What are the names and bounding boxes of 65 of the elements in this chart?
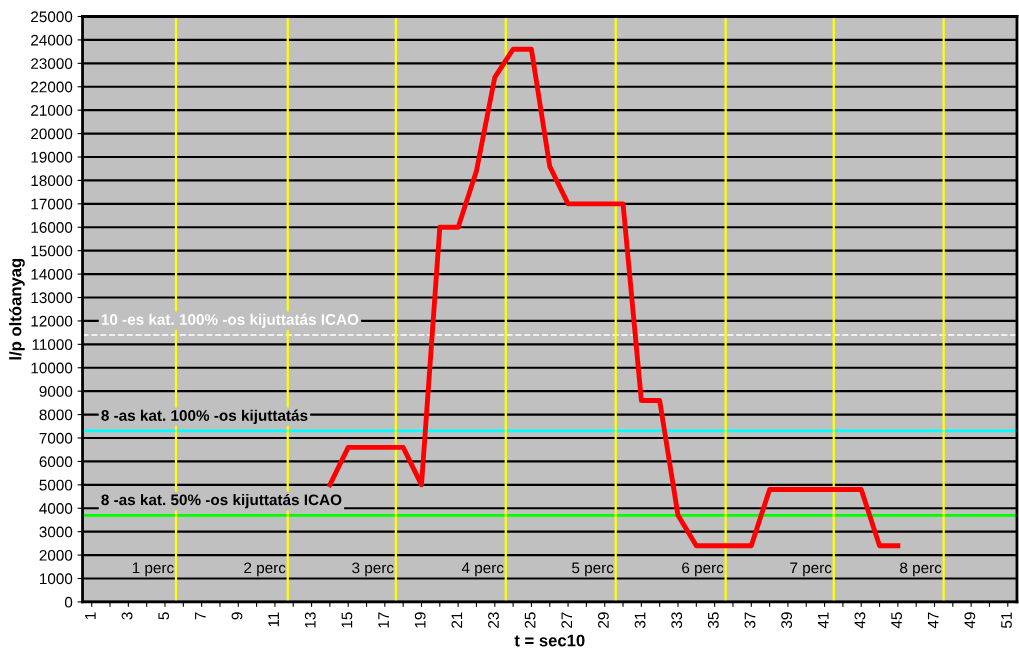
y-tick-label: 16000 [31,222,73,233]
y-tick-label: 5000 [39,479,73,491]
y-tick-label: 1000 [40,573,73,585]
y-tick-label: 7000 [39,432,73,444]
annotation: 7 perc [790,562,832,577]
y-tick-label: 4000 [39,503,73,514]
y-axis-title: l/p oltóanyag [9,258,25,360]
y-tick-label: 2000 [39,549,73,561]
x-tick-label: 5 [158,612,170,620]
x-tick-label: 27 [561,612,573,628]
x-tick-label: 9 [231,612,243,620]
x-tick-label: 47 [927,612,939,629]
x-tick-label: 41 [818,612,829,629]
y-tick-label: 21000 [31,105,73,116]
annotation: 6 perc [682,562,724,577]
x-tick-label: 3 [121,612,133,620]
x-tick-label: 19 [414,612,426,628]
x-tick-label: 17 [378,612,389,628]
x-tick-label: 37 [744,612,756,629]
annotation: 1 perc [132,562,174,577]
y-tick-label: 19000 [31,151,73,163]
x-tick-label: 7 [195,612,206,620]
y-tick-label: 6000 [39,456,73,468]
y-tick-label: 10000 [31,362,73,374]
annotation: 2 perc [244,562,286,577]
ref-line-label: 8 -as kat. 100% -os kijuttatás [101,409,308,424]
x-tick-label: 33 [671,612,683,629]
ref-line-label: 8 -as kat. 50% -os kijuttatás ICAO [101,493,342,509]
y-tick-label: 24000 [31,34,73,46]
y-tick-label: 23000 [31,58,73,70]
x-axis-title: t = sec10 [514,634,585,647]
y-tick-label: 14000 [31,268,73,280]
annotation: 4 perc [461,562,504,577]
x-tick-label: 39 [781,612,793,629]
x-tick-label: 1 [85,612,96,619]
y-tick-label: 17000 [31,198,73,210]
x-tick-label: 51 [1001,612,1012,629]
x-tick-label: 21 [451,612,463,628]
x-tick-label: 35 [707,612,719,629]
x-tick-label: 43 [854,612,866,629]
annotation: 5 perc [572,562,614,577]
y-tick-label: 18000 [31,175,73,187]
annotation: 3 perc [352,562,394,577]
x-tick-label: 29 [598,612,609,628]
x-tick-label: 11 [268,612,279,627]
y-tick-label: 20000 [31,128,73,140]
y-tick-label: 13000 [31,292,73,304]
x-tick-label: 25 [524,612,536,628]
y-tick-label: 9000 [39,386,73,397]
x-tick-label: 13 [304,612,316,628]
x-tick-label: 15 [341,612,353,628]
ref-line-label: 10 -es kat. 100% -os kijuttatás ICAO [101,313,359,328]
x-tick-label: 23 [488,612,499,628]
y-tick-label: 11000 [32,339,73,351]
y-tick-label: 3000 [39,526,73,538]
y-tick-label: 12000 [31,315,73,327]
y-tick-label: 22000 [31,81,73,93]
x-tick-label: 45 [891,612,902,629]
annotation: 8 perc [900,562,942,577]
y-tick-label: 25000 [31,11,73,23]
y-tick-label: 0 [64,596,73,608]
x-tick-label: 49 [964,612,976,629]
x-tick-label: 31 [634,612,646,629]
y-tick-label: 8000 [39,409,73,421]
y-tick-label: 15000 [31,245,73,257]
